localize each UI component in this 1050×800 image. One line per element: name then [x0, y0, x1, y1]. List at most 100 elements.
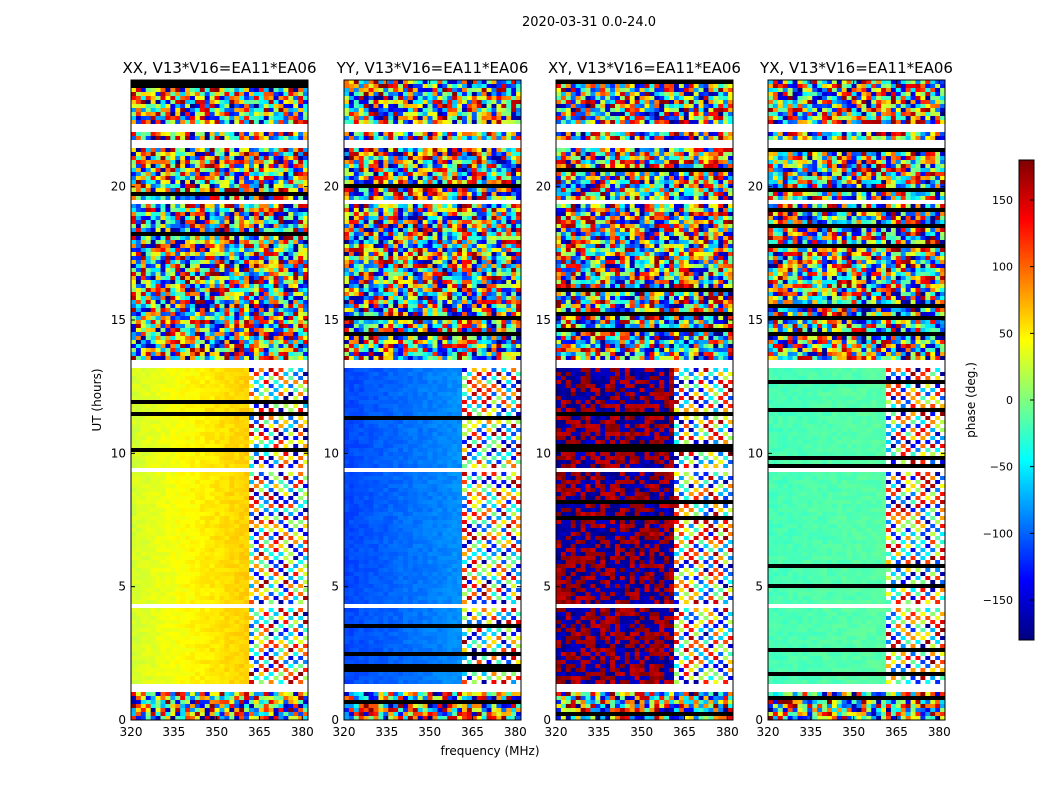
heatmap-cell — [234, 332, 240, 336]
heatmap-cell — [244, 644, 250, 648]
heatmap-cell — [234, 568, 240, 572]
heatmap-cell — [293, 368, 299, 372]
heatmap-cell — [283, 648, 289, 652]
heatmap-cell — [190, 488, 196, 492]
heatmap-cell — [273, 648, 279, 652]
heatmap-cell — [244, 564, 250, 568]
heatmap-cell — [185, 540, 191, 544]
heatmap-cell — [145, 272, 152, 276]
heatmap-cell — [249, 412, 255, 416]
heatmap-cell — [239, 488, 245, 492]
heatmap-cell — [180, 100, 186, 104]
heatmap-cell — [239, 388, 245, 392]
heatmap-cell — [185, 560, 191, 564]
heatmap-cell — [229, 344, 235, 348]
heatmap-cell — [293, 392, 299, 396]
heatmap-cell — [204, 372, 211, 376]
heatmap-cell — [199, 80, 206, 84]
heatmap-cell — [150, 260, 156, 264]
heatmap-cell — [185, 612, 191, 616]
heatmap-cell — [185, 176, 191, 180]
heatmap-cell — [224, 112, 230, 116]
heatmap-cell — [253, 312, 260, 316]
heatmap-cell — [283, 644, 289, 648]
heatmap-cell — [135, 464, 142, 468]
heatmap-cell — [293, 648, 299, 652]
heatmap-cell — [219, 372, 225, 376]
heatmap-cell — [268, 644, 274, 648]
heatmap-cell — [209, 240, 215, 244]
heatmap-cell — [209, 428, 215, 432]
heatmap-cell — [204, 488, 211, 492]
heatmap-cell — [303, 660, 309, 664]
heatmap-cell — [135, 460, 142, 464]
heatmap-cell — [278, 440, 284, 444]
heatmap-cell — [155, 472, 161, 476]
heatmap-cell — [268, 256, 274, 260]
heatmap-cell — [131, 188, 137, 192]
heatmap-cell — [204, 584, 211, 588]
heatmap-cell — [194, 644, 201, 648]
heatmap-cell — [175, 400, 181, 404]
heatmap-cell — [224, 276, 230, 280]
heatmap-cell — [258, 352, 265, 356]
heatmap-cell — [219, 168, 225, 172]
heatmap-cell — [170, 484, 176, 488]
heatmap-cell — [244, 164, 250, 168]
heatmap-cell — [199, 520, 206, 524]
heatmap-cell — [170, 616, 176, 620]
heatmap-cell — [234, 452, 240, 456]
heatmap-cell — [155, 172, 161, 176]
heatmap-cell — [214, 408, 220, 412]
heatmap-cell — [253, 464, 260, 468]
heatmap-cell — [263, 584, 270, 588]
heatmap-cell — [273, 476, 279, 480]
heatmap-cell — [214, 220, 220, 224]
heatmap-cell — [145, 548, 152, 552]
heatmap-cell — [288, 204, 294, 208]
heatmap-cell — [209, 408, 215, 412]
heatmap-cell — [288, 536, 294, 540]
heatmap-cell — [244, 544, 250, 548]
heatmap-cell — [288, 280, 294, 284]
heatmap-cell — [150, 280, 156, 284]
heatmap-cell — [268, 116, 274, 120]
heatmap-cell — [155, 184, 161, 188]
heatmap-cell — [170, 340, 176, 344]
heatmap-cell — [165, 352, 171, 356]
heatmap-cell — [190, 252, 196, 256]
heatmap-cell — [263, 84, 270, 88]
heatmap-cell — [229, 136, 235, 140]
heatmap-cell — [239, 412, 245, 416]
heatmap-cell — [224, 612, 230, 616]
heatmap-cell — [298, 248, 304, 252]
heatmap-cell — [185, 324, 191, 328]
heatmap-cell — [253, 548, 260, 552]
heatmap-cell — [293, 556, 299, 560]
heatmap-cell — [214, 472, 220, 476]
heatmap-cell — [165, 316, 171, 320]
heatmap-cell — [249, 84, 255, 88]
heatmap-cell — [278, 616, 284, 620]
heatmap-cell — [150, 512, 156, 516]
heatmap-cell — [244, 236, 250, 240]
heatmap-cell — [288, 212, 294, 216]
heatmap-cell — [273, 156, 279, 160]
heatmap-cell — [165, 300, 171, 304]
heatmap-cell — [185, 372, 191, 376]
heatmap-cell — [224, 88, 230, 92]
heatmap-cell — [219, 188, 225, 192]
heatmap-cell — [140, 624, 147, 628]
heatmap-cell — [194, 536, 201, 540]
heatmap-cell — [180, 340, 186, 344]
heatmap-cell — [244, 548, 250, 552]
heatmap-cell — [229, 224, 235, 228]
heatmap-cell — [283, 396, 289, 400]
heatmap-cell — [185, 624, 191, 628]
heatmap-cell — [175, 216, 181, 220]
heatmap-cell — [190, 424, 196, 428]
heatmap-cell — [170, 116, 176, 120]
heatmap-cell — [190, 256, 196, 260]
heatmap-cell — [209, 172, 215, 176]
heatmap-cell — [273, 656, 279, 660]
